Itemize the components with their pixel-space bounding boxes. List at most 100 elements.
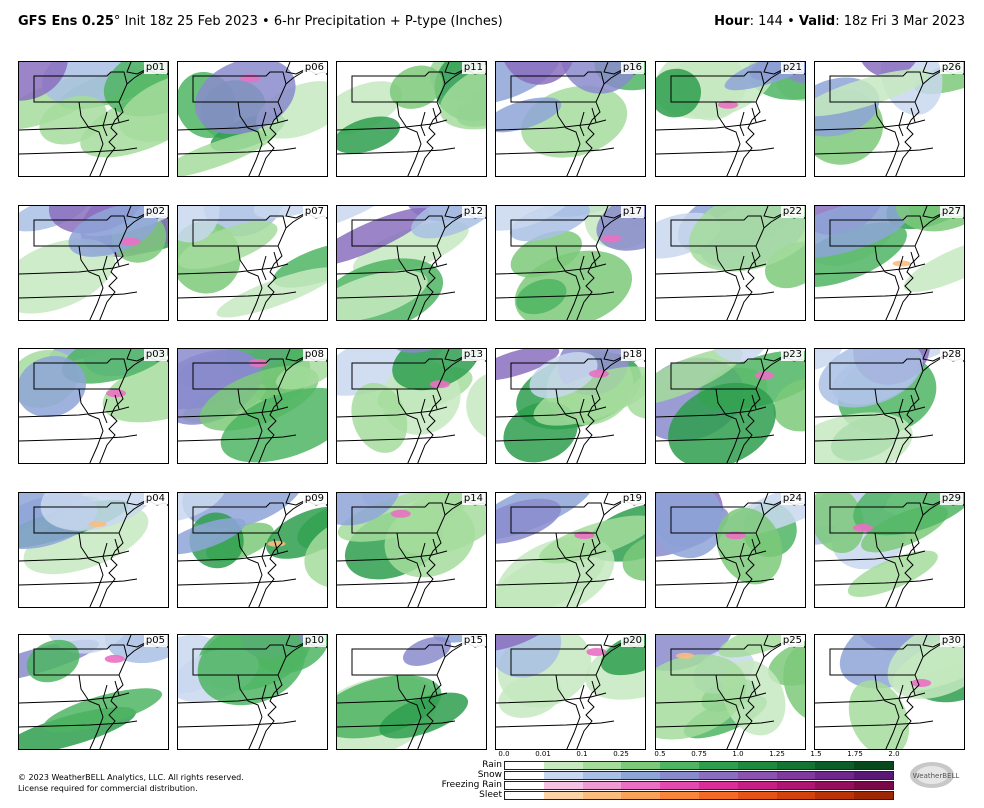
legend-row: Rain [420,760,900,770]
member-label: p22 [780,206,804,218]
copyright: © 2023 WeatherBELL Analytics, LLC. All r… [18,773,244,793]
legend-row: Freezing Rain [420,780,900,790]
member-panel: p20 [495,634,646,750]
legend-tick: 0.01 [535,750,551,758]
legend-type-name: Snow [477,770,502,780]
member-panel: p09 [177,492,328,608]
member-panel: p22 [655,205,806,321]
legend-tick: 1.25 [769,750,785,758]
member-label: p11 [461,62,485,74]
precip-map [815,62,964,176]
member-panel: p25 [655,634,806,750]
precip-map [19,349,168,463]
member-label: p01 [143,62,167,74]
legend-type-name: Freezing Rain [441,780,502,790]
legend-row: Sleet [420,790,900,800]
member-panel: p06 [177,61,328,177]
product-name: 6-hr Precipitation + P-type (Inches) [273,14,503,29]
member-label: p17 [620,206,644,218]
member-panel: p15 [336,634,487,750]
precip-map [815,635,964,749]
member-panel: p27 [814,205,965,321]
legend-type-name: Rain [482,760,502,770]
member-panel: p24 [655,492,806,608]
member-panel: p11 [336,61,487,177]
member-label: p02 [143,206,167,218]
valid-value: : 18z Fri 3 Mar 2023 [835,14,965,29]
precip-map [496,206,645,320]
precip-map [815,493,964,607]
precip-map [496,349,645,463]
member-label: p04 [143,493,167,505]
precip-map [337,349,486,463]
member-panel: p29 [814,492,965,608]
member-panel: p04 [18,492,169,608]
member-label: p15 [461,635,485,647]
precip-map [337,62,486,176]
precip-map [815,206,964,320]
member-label: p03 [143,349,167,361]
member-label: p26 [939,62,963,74]
ptype-legend: 0.0 0.01 0.1 0.25 0.5 0.75 1.0 1.25 1.5 1.75 2.0 R… [420,750,900,802]
member-label: p05 [143,635,167,647]
precip-map [178,349,327,463]
init-time: Init 18z 25 Feb 2023 [124,14,258,29]
member-panel: p26 [814,61,965,177]
member-panel: p05 [18,634,169,750]
legend-tick: 0.25 [613,750,629,758]
member-panel: p23 [655,348,806,464]
legend-tick: 1.75 [847,750,863,758]
member-label: p16 [620,62,644,74]
member-label: p20 [620,635,644,647]
legend-type-name: Sleet [479,790,502,800]
precip-map [178,635,327,749]
member-label: p06 [302,62,326,74]
member-label: p29 [939,493,963,505]
valid-label: Valid [798,14,836,29]
legend-color-bar [504,791,894,800]
member-panel: p10 [177,634,328,750]
model-name: GFS Ens 0.25 [18,14,114,29]
precip-map [337,635,486,749]
member-label: p30 [939,635,963,647]
member-panel: p28 [814,348,965,464]
member-panel: p08 [177,348,328,464]
precip-map [496,493,645,607]
member-panel: p30 [814,634,965,750]
member-panel: p17 [495,205,646,321]
svg-text:WeatherBELL: WeatherBELL [913,772,960,780]
weatherbell-logo: WeatherBELL [906,758,966,792]
member-panel: p18 [495,348,646,464]
precip-map [178,62,327,176]
member-label: p07 [302,206,326,218]
legend-tick: 0.5 [654,750,666,758]
precip-map [19,635,168,749]
precip-map [337,206,486,320]
member-label: p25 [780,635,804,647]
precip-map [656,493,805,607]
legend-color-bar [504,761,894,770]
member-label: p10 [302,635,326,647]
member-label: p28 [939,349,963,361]
member-panel: p03 [18,348,169,464]
hour-value: : 144 [749,14,783,29]
member-label: p13 [461,349,485,361]
precip-map [19,206,168,320]
ensemble-panel-grid: p01 p06 p11 p16 p21 p26 p02 p07 p12 p17 p22 p27 p03 p… [18,61,968,750]
precip-map [656,206,805,320]
legend-row: Snow [420,770,900,780]
member-label: p08 [302,349,326,361]
precip-map [178,493,327,607]
precip-map [496,635,645,749]
member-panel: p13 [336,348,487,464]
member-panel: p01 [18,61,169,177]
member-label: p23 [780,349,804,361]
member-label: p19 [620,493,644,505]
member-label: p09 [302,493,326,505]
precip-map [656,349,805,463]
legend-color-bar [504,781,894,790]
legend-tick: 0.75 [691,750,707,758]
precip-map [178,206,327,320]
member-panel: p14 [336,492,487,608]
precip-map [337,493,486,607]
